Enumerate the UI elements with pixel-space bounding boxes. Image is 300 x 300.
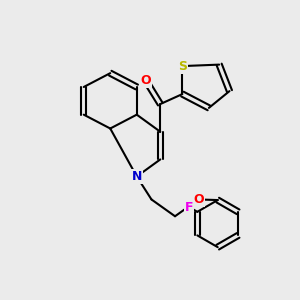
- Text: S: S: [178, 60, 187, 73]
- Text: O: O: [140, 74, 151, 87]
- Text: N: N: [132, 170, 142, 183]
- Text: O: O: [193, 193, 204, 206]
- Text: F: F: [185, 201, 194, 214]
